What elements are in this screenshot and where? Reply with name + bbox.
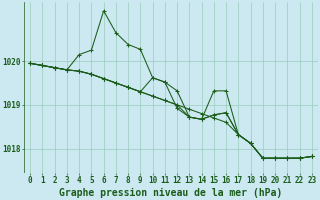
X-axis label: Graphe pression niveau de la mer (hPa): Graphe pression niveau de la mer (hPa) — [60, 188, 283, 198]
